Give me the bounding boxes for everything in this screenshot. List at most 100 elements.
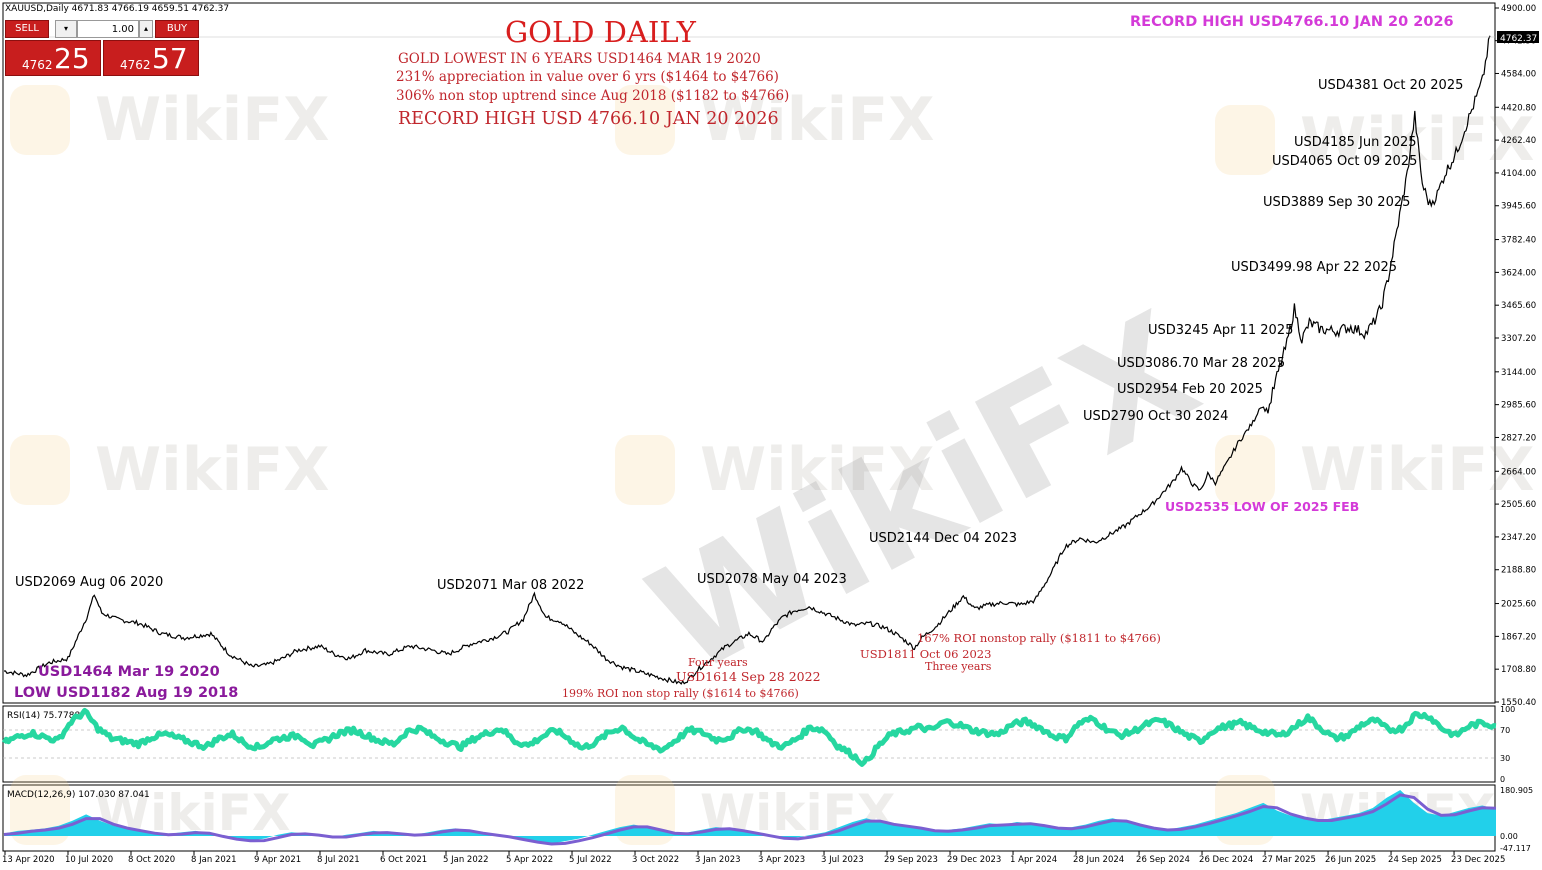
price-tick-label: 4584.00	[1501, 69, 1536, 79]
watermark-logo	[615, 435, 675, 505]
current-price-tag-bg	[1497, 31, 1539, 43]
buy-price-small: 4762	[120, 58, 151, 72]
price-tick-label: 2505.60	[1501, 500, 1536, 510]
macd-tick-label: -47.117	[1500, 844, 1531, 853]
watermark-text: WikiFX	[700, 435, 934, 505]
time-tick-label: 26 Sep 2024	[1136, 855, 1190, 865]
time-tick-label: 5 Jul 2022	[569, 855, 612, 865]
current-price-tag: 4762.37	[1500, 34, 1537, 44]
price-tick-label: 4262.40	[1501, 136, 1536, 146]
time-tick-label: 9 Apr 2021	[254, 855, 301, 865]
time-tick-label: 3 Oct 2022	[632, 855, 679, 865]
peak-label: USD4185 Jun 2025	[1294, 135, 1417, 150]
price-tick-label: 3307.20	[1501, 334, 1536, 344]
price-tick-label: 2025.60	[1501, 600, 1536, 610]
price-tick-label: 2664.00	[1501, 467, 1536, 477]
peak-label: USD2078 May 04 2023	[697, 572, 847, 587]
buy-price-box[interactable]: 4762 57	[103, 40, 199, 76]
time-tick-label: 3 Jul 2023	[821, 855, 864, 865]
macd-axis: 180.905 0.00 -47.117	[1500, 786, 1533, 853]
watermark-logo	[10, 85, 70, 155]
price-tick-label: 3945.60	[1501, 202, 1536, 212]
peak-label: USD3889 Sep 30 2025	[1263, 195, 1410, 210]
rsi-label: RSI(14) 75.7788	[7, 711, 80, 721]
title-line-2: 231% appreciation in value over 6 yrs ($…	[396, 69, 779, 85]
price-tick-label: 2985.60	[1501, 401, 1536, 411]
red-note: Three years	[925, 660, 992, 673]
price-tick-label: 2188.80	[1501, 566, 1536, 576]
watermark-logo	[10, 435, 70, 505]
time-tick-label: 28 Jun 2024	[1073, 855, 1124, 865]
lot-dropdown-arrow[interactable]: ▾	[55, 20, 77, 38]
sell-button[interactable]: SELL	[5, 20, 49, 38]
price-tick-label: 4420.80	[1501, 103, 1536, 113]
buy-button[interactable]: BUY	[155, 20, 199, 38]
rsi-tick-label: 100	[1500, 705, 1515, 714]
time-axis: 13 Apr 2020 10 Jul 2020 8 Oct 2020 8 Jan 20…	[2, 851, 1505, 865]
buy-price-big: 57	[152, 42, 188, 75]
peak-label: USD2790 Oct 30 2024	[1083, 409, 1228, 424]
time-tick-label: 13 Apr 2020	[2, 855, 55, 865]
time-tick-label: 24 Sep 2025	[1388, 855, 1442, 865]
peak-label: USD4065 Oct 09 2025	[1272, 154, 1417, 169]
price-tick-label: 1867.20	[1501, 632, 1536, 642]
sell-price-big: 25	[54, 42, 90, 75]
time-tick-label: 6 Oct 2021	[380, 855, 427, 865]
watermark-logo	[615, 85, 675, 155]
price-tick-label: 1550.40	[1501, 698, 1536, 708]
price-axis: 4900.004742.304584.004420.804262.404104.…	[1495, 4, 1536, 708]
watermark-text: WikiFX	[1300, 435, 1534, 505]
peak-label: USD2071 Mar 08 2022	[437, 578, 584, 593]
red-note: Four years	[688, 656, 748, 669]
rsi-tick-label: 0	[1500, 775, 1505, 784]
rsi-panel-frame	[2, 705, 1496, 783]
peak-label: USD3245 Apr 11 2025	[1148, 323, 1293, 338]
watermark-text: WikiFX	[95, 85, 329, 155]
price-tick-label: 2827.20	[1501, 433, 1536, 443]
watermark-logo	[1215, 105, 1275, 175]
peak-label: USD3499.98 Apr 22 2025	[1231, 260, 1397, 275]
peak-label: USD4381 Oct 20 2025	[1318, 78, 1463, 93]
sell-price-small: 4762	[22, 58, 53, 72]
time-tick-label: 23 Dec 2025	[1451, 855, 1505, 865]
macd-tick-label: 0.00	[1500, 832, 1518, 841]
time-tick-label: 5 Jan 2022	[443, 855, 489, 865]
watermark-logo	[1215, 435, 1275, 505]
main-panel-frame	[2, 2, 1496, 704]
price-tick-label: 2347.20	[1501, 533, 1536, 543]
price-series-line	[4, 35, 1491, 685]
watermark-text: WikiFX	[95, 435, 329, 505]
red-note: USD1614 Sep 28 2022	[676, 669, 821, 684]
time-tick-label: 10 Jul 2020	[65, 855, 113, 865]
macd-signal-line	[3, 793, 1497, 846]
chart-title: GOLD DAILY	[505, 15, 697, 49]
price-tick-label: 3144.00	[1501, 368, 1536, 378]
watermark-text: WikiFX	[700, 85, 934, 155]
time-tick-label: 26 Dec 2024	[1199, 855, 1253, 865]
title-line-4: RECORD HIGH USD 4766.10 JAN 20 2026	[398, 109, 779, 129]
red-note: 167% ROI nonstop rally ($1811 to $4766)	[917, 631, 1161, 645]
red-note: USD1811 Oct 06 2023	[860, 647, 991, 661]
time-tick-label: 26 Jun 2025	[1325, 855, 1376, 865]
time-tick-label: 1 Apr 2024	[1010, 855, 1057, 865]
price-tick-label: 4900.00	[1501, 4, 1536, 14]
peak-label: USD2954 Feb 20 2025	[1117, 382, 1263, 397]
low-label-2018: LOW USD1182 Aug 19 2018	[14, 685, 238, 701]
price-tick-label: 3782.40	[1501, 236, 1536, 246]
time-tick-label: 29 Sep 2023	[884, 855, 938, 865]
record-high-top: RECORD HIGH USD4766.10 JAN 20 2026	[1130, 14, 1454, 30]
red-note: 199% ROI non stop rally ($1614 to $4766)	[562, 687, 799, 700]
time-tick-label: 8 Oct 2020	[128, 855, 175, 865]
rsi-tick-label: 30	[1500, 754, 1510, 763]
price-tick-label: 3465.60	[1501, 301, 1536, 311]
price-tick-label: 3624.00	[1501, 268, 1536, 278]
symbol-ohlc-info: XAUUSD,Daily 4671.83 4766.19 4659.51 476…	[5, 4, 230, 14]
peak-label: USD2144 Dec 04 2023	[869, 531, 1017, 546]
lot-size-input[interactable]	[77, 20, 139, 38]
time-tick-label: 5 Apr 2022	[506, 855, 553, 865]
lot-increment-arrow[interactable]: ▴	[139, 20, 153, 38]
price-tick-label: 1708.80	[1501, 665, 1536, 675]
sell-price-box[interactable]: 4762 25	[5, 40, 101, 76]
macd-histogram	[4, 790, 1496, 844]
